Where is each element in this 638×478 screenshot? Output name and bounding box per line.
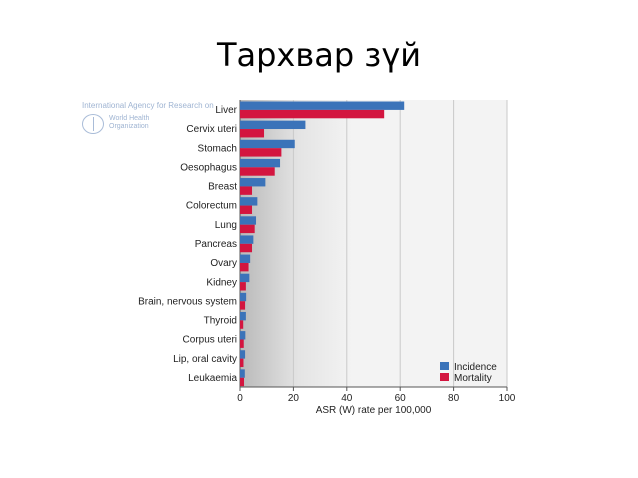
bar-incidence [240, 216, 257, 225]
bar-incidence [240, 331, 246, 340]
x-tick-label: 60 [395, 393, 407, 404]
category-label: Brain, nervous system [138, 296, 237, 307]
slide-title: Тархвар зүй [216, 36, 422, 74]
bar-incidence [240, 178, 266, 187]
category-label: Leukaemia [188, 373, 237, 384]
category-label: Colorectum [186, 201, 237, 212]
bar-mortality [240, 148, 282, 157]
bar-mortality [240, 358, 244, 368]
x-tick-label: 80 [448, 393, 460, 404]
bar-incidence [240, 369, 245, 378]
bar-mortality [240, 282, 246, 291]
category-label: Thyroid [204, 316, 237, 327]
category-label: Ovary [210, 258, 237, 269]
category-label: Corpus uteri [183, 335, 237, 346]
category-label: Cervix uteri [186, 124, 237, 135]
bar-incidence [240, 273, 250, 283]
x-tick-label: 100 [499, 393, 516, 404]
legend-label: Mortality [454, 373, 492, 384]
bar-incidence [240, 235, 254, 244]
bar-mortality [240, 339, 244, 348]
bar-mortality [240, 243, 253, 253]
bar-mortality [240, 205, 253, 214]
legend-label: Incidence [454, 362, 497, 373]
bar-mortality [240, 167, 275, 176]
bar-mortality [240, 377, 245, 387]
bar-mortality [240, 262, 249, 272]
bar-mortality [240, 129, 265, 138]
category-label: Breast [208, 182, 237, 193]
x-axis-label: ASR (W) rate per 100,000 [316, 405, 432, 416]
bar-incidence [240, 292, 247, 302]
bar-mortality [240, 320, 244, 329]
category-label: Oesophagus [180, 162, 237, 173]
bar-incidence [240, 350, 246, 359]
legend-swatch [440, 373, 449, 381]
bar-incidence [240, 197, 258, 206]
x-tick-label: 40 [341, 393, 353, 404]
bar-incidence [240, 254, 251, 263]
category-label: Lip, oral cavity [173, 354, 237, 365]
bar-incidence [240, 120, 306, 130]
x-tick-label: 0 [237, 393, 243, 404]
category-label: Pancreas [195, 239, 237, 250]
x-tick-label: 20 [288, 393, 300, 404]
legend-swatch [440, 362, 449, 370]
bar-incidence [240, 158, 281, 168]
category-label: Kidney [206, 277, 237, 288]
category-label: Lung [215, 220, 237, 231]
bar-mortality [240, 224, 255, 234]
bar-incidence [240, 311, 246, 321]
bar-incidence [240, 139, 295, 149]
bar-incidence [240, 101, 405, 110]
bar-mortality [240, 301, 246, 310]
category-label: Stomach [198, 143, 237, 154]
bar-mortality [240, 109, 385, 119]
bar-mortality [240, 186, 253, 195]
category-label: Liver [215, 105, 237, 116]
